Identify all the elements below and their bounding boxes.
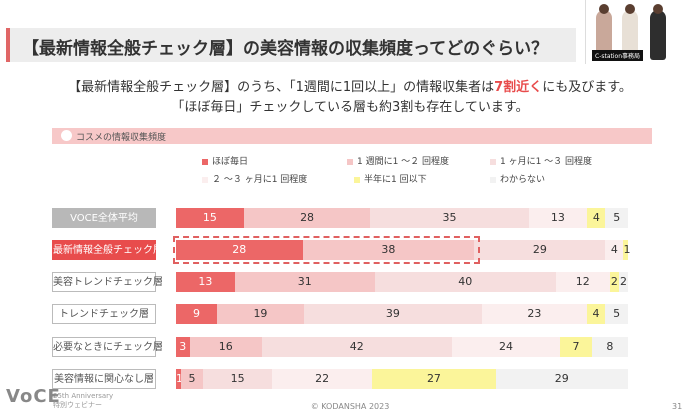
legend-swatch <box>347 158 353 165</box>
bar-segment: 15 <box>176 208 244 228</box>
bar-segment: 28 <box>243 208 371 228</box>
bar-segment: 9 <box>176 304 218 324</box>
video-caption: C-station事務局 <box>592 50 644 61</box>
bar-segment: 1 <box>623 240 630 260</box>
bar-segment: 4 <box>586 304 606 324</box>
slide-title-bar: 【最新情報全般チェック層】の美容情報の収集頻度ってどのぐらい？ <box>6 28 576 62</box>
voce-logo: VoCE <box>6 386 61 407</box>
legend-label: 1 ヶ月に1 ～３ 回程度 <box>500 157 593 167</box>
bar-segment: 4 <box>587 208 606 228</box>
bar-segment: 27 <box>372 369 496 389</box>
legend-item: ２ ～３ ヶ月に1 回程度 <box>202 172 307 185</box>
bar-segment: 8 <box>591 337 628 357</box>
bar-segment: 5 <box>605 208 628 228</box>
bar-segment: 39 <box>303 304 482 324</box>
legend-swatch <box>490 158 496 165</box>
presenter-figure <box>650 4 666 60</box>
footer-sub-2: 特別ウェビナー <box>53 401 102 409</box>
legend-label: ２ ～３ ヶ月に1 回程度 <box>212 175 308 185</box>
bar-segment: 15 <box>203 369 272 389</box>
bar-segment: 12 <box>555 272 610 292</box>
slide-title: 【最新情報全般チェック層】の美容情報の収集頻度ってどのぐらい？ <box>22 39 549 59</box>
bar-segment: 7 <box>560 337 592 357</box>
row-label: 最新情報全般チェック層 <box>52 240 163 260</box>
highlight-box <box>173 236 480 264</box>
chart-title: コスメの情報収集頻度 <box>76 133 167 143</box>
legend-swatch <box>354 176 360 183</box>
bar-segment: 2 <box>618 272 628 292</box>
bar-segment: 29 <box>495 369 628 389</box>
bar-segment: 42 <box>261 337 452 357</box>
bar-segment: 23 <box>481 304 587 324</box>
bar-segment: 3 <box>176 337 190 357</box>
legend-item: ほぼ毎日 <box>202 154 248 167</box>
copyright: © KODANSHA 2023 <box>310 402 390 411</box>
bar-segment: 5 <box>180 369 204 389</box>
bar-segment: 24 <box>451 337 561 357</box>
circle-icon <box>61 130 72 141</box>
bar-segment: 16 <box>189 337 262 357</box>
legend-swatch <box>202 158 208 165</box>
legend-swatch <box>490 176 496 183</box>
subtitle-line-1: 【最新情報全般チェック層】のうち、「1週間に1回以上」の情報収集者は7割近くにも… <box>0 76 700 95</box>
row-label: 美容情報に関心なし層 <box>52 369 156 389</box>
subtitle-line-2: 「ほぼ毎日」チェックしている層も約3割も存在しています。 <box>171 100 529 115</box>
bar-segment: 38 <box>302 240 475 260</box>
bar-segment: 28 <box>176 240 303 260</box>
legend-item: わからない <box>490 172 545 185</box>
bar-segment: 4 <box>605 240 624 260</box>
presenter-figure <box>596 4 612 60</box>
legend-item: 1 ヶ月に1 ～３ 回程度 <box>490 154 592 167</box>
legend-item: 半年に1 回以下 <box>354 172 427 185</box>
chart-header: コスメの情報収集頻度 <box>52 128 652 144</box>
row-label: 必要なときにチェック層 <box>52 337 163 357</box>
subtitle-text: 【最新情報全般チェック層】のうち、「1週間に1回以上」の情報収集者は <box>68 80 495 95</box>
bar-segment: 22 <box>271 369 373 389</box>
row-label: VOCE全体平均 <box>52 208 156 228</box>
legend-label: わからない <box>500 175 546 185</box>
presenter-figure <box>622 4 638 60</box>
row-label: 美容トレンドチェック層 <box>52 272 163 292</box>
bar-segment: 1 <box>176 369 183 389</box>
bar-segment: 13 <box>528 208 588 228</box>
legend-swatch <box>202 176 208 183</box>
bar-segment: 19 <box>217 304 304 324</box>
legend-label: ほぼ毎日 <box>212 157 249 167</box>
bar-segment: 31 <box>234 272 375 292</box>
row-label: トレンドチェック層 <box>52 304 156 324</box>
legend-item: 1 週間に1 ～２ 回程度 <box>347 154 449 167</box>
bar-segment: 2 <box>609 272 619 292</box>
subtitle-text: にも及びます。 <box>542 80 632 95</box>
legend-label: 半年に1 回以下 <box>364 175 427 185</box>
bar-segment: 40 <box>374 272 556 292</box>
bar-segment: 29 <box>474 240 606 260</box>
legend-label: 1 週間に1 ～２ 回程度 <box>357 157 450 167</box>
page-number: 31 <box>672 402 683 411</box>
bar-segment: 35 <box>370 208 529 228</box>
footer-sub-1: 25th Anniversary <box>53 392 114 400</box>
bar-segment: 5 <box>605 304 628 324</box>
bar-segment: 13 <box>176 272 235 292</box>
subtitle-accent: 7割近く <box>494 80 543 95</box>
presenter-video[interactable]: C-station事務局 <box>585 0 700 64</box>
